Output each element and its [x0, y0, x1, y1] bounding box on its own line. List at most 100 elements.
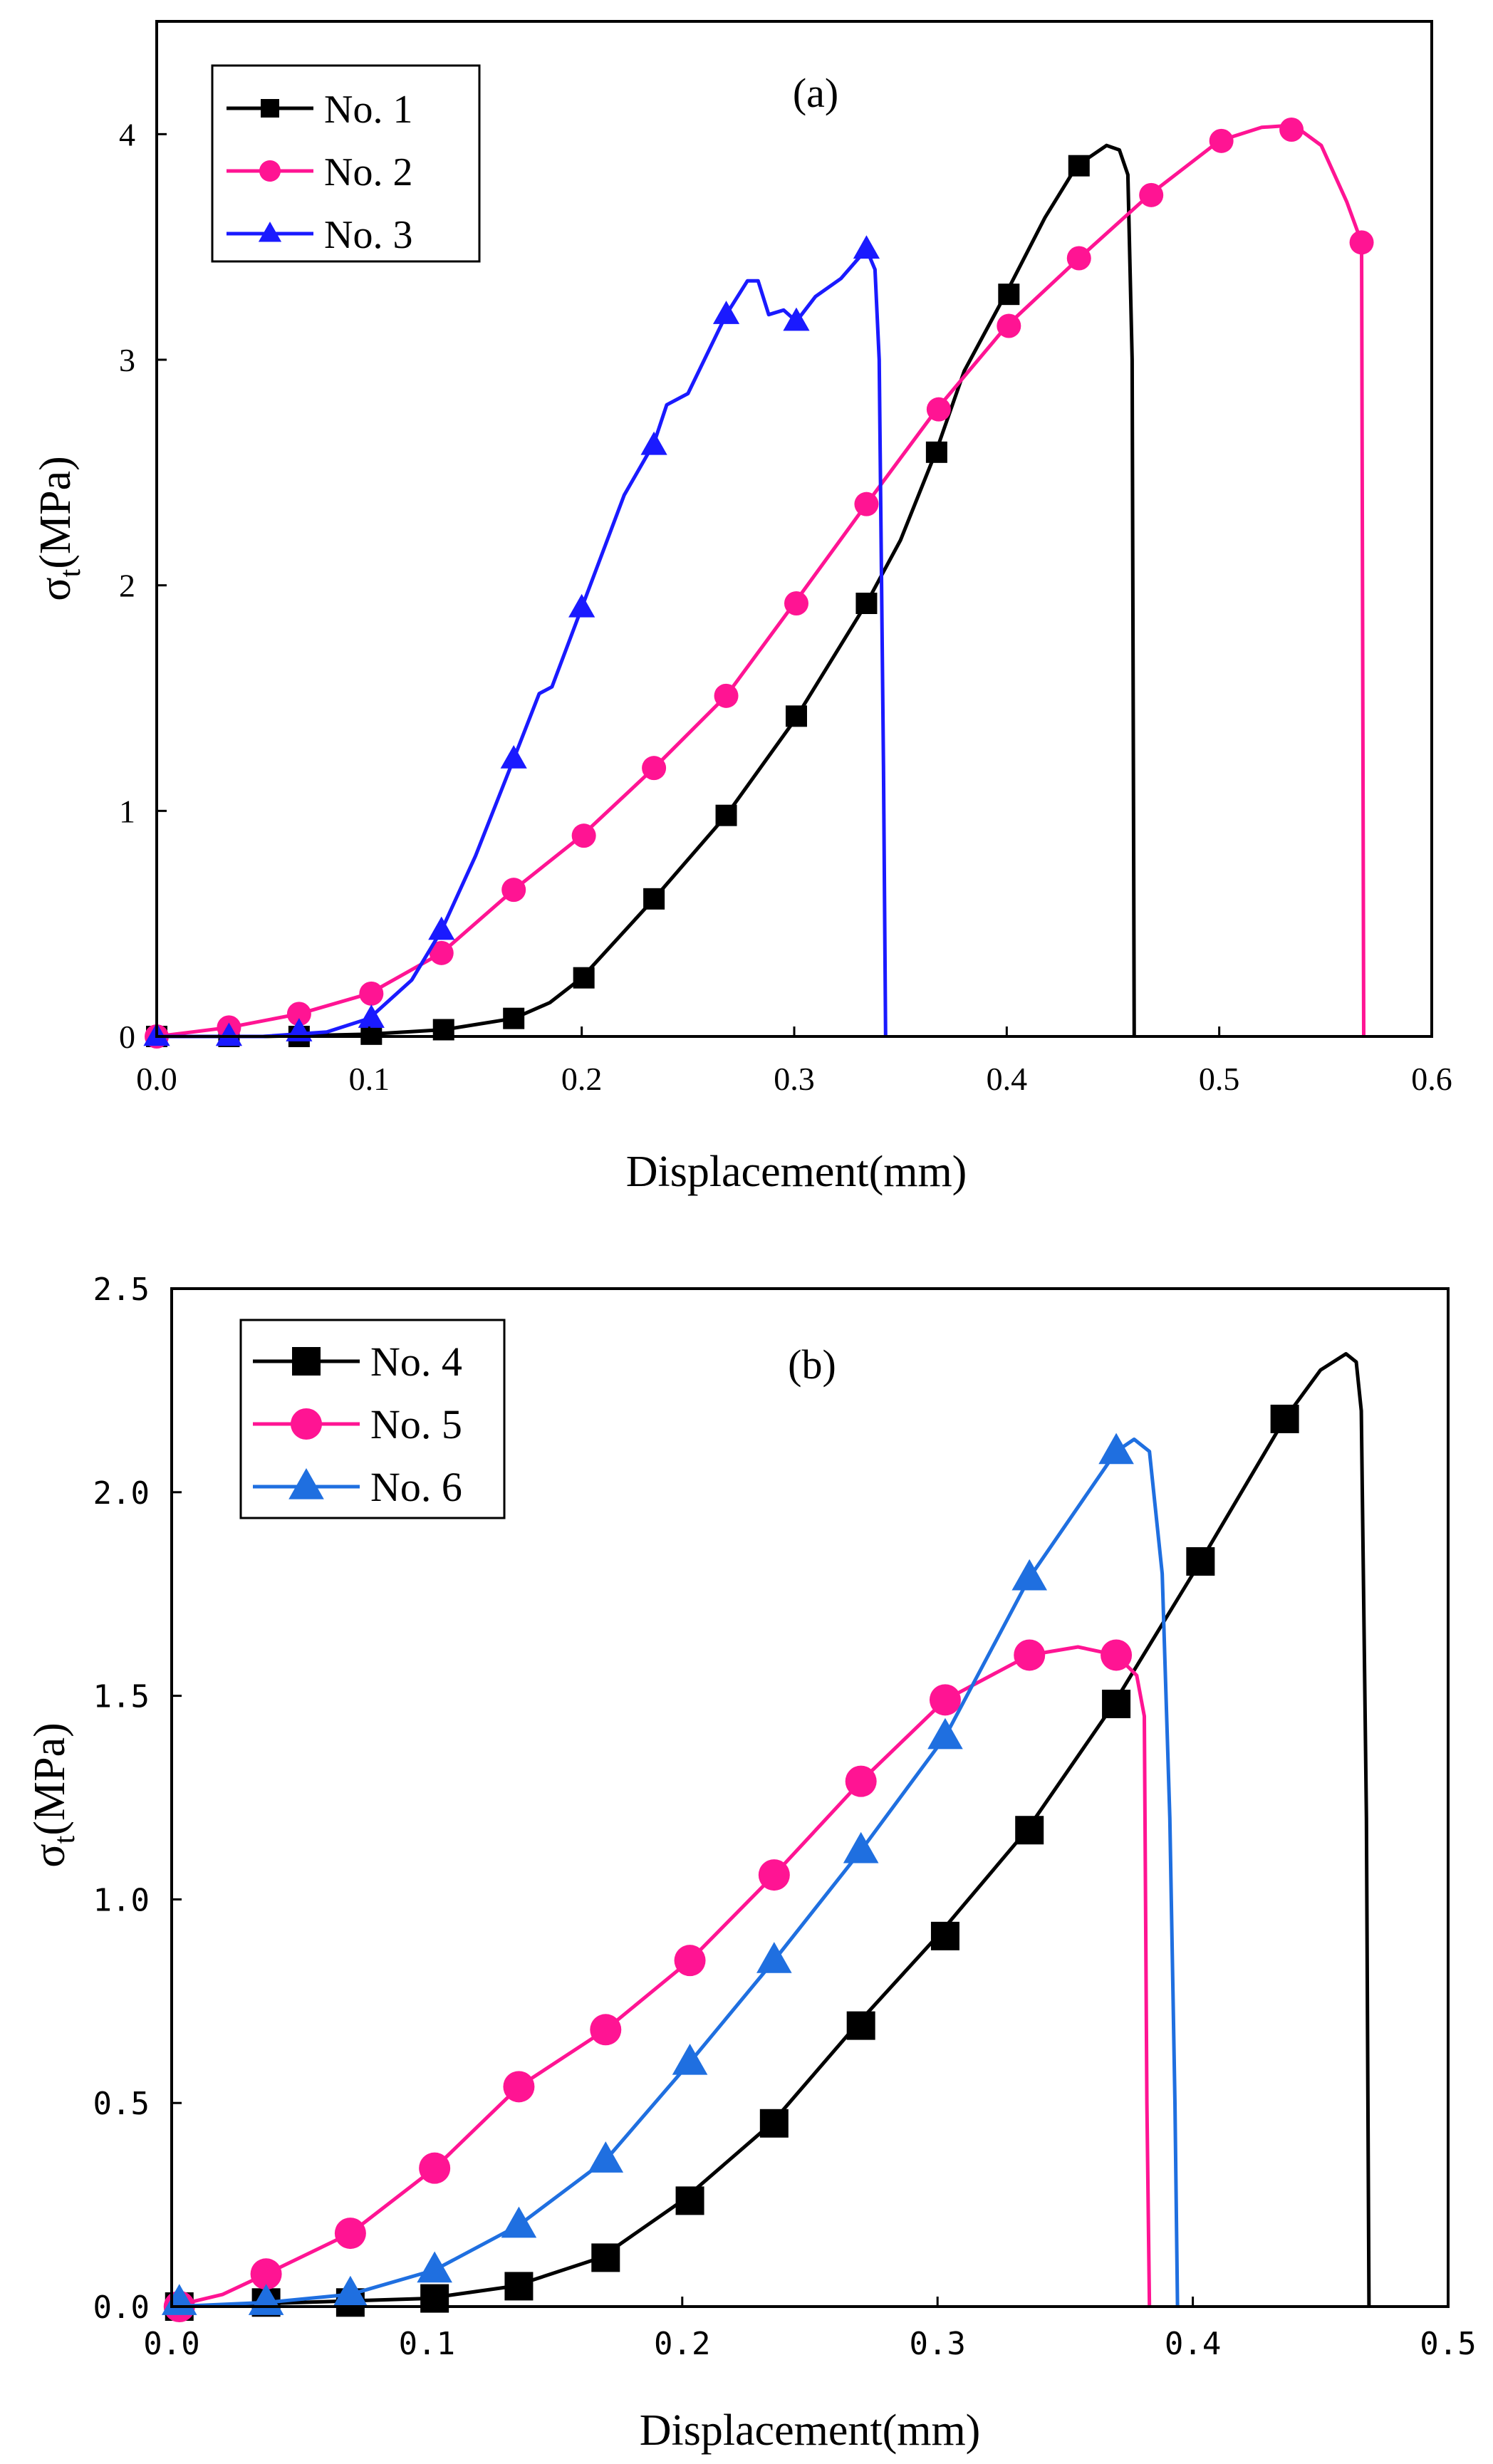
- series-no-5-point-10: [929, 1684, 961, 1716]
- series-no-2-point-7: [571, 823, 596, 848]
- panel-a-y-ticks: 0 1 2 3 4: [119, 116, 167, 1055]
- chart-panel-b: 0.0 0.1 0.2 0.3 0.4 0.5 0.0 0.5 1.0 1.5 2.0 2.5 (b…: [26, 1272, 1477, 2455]
- panel-b-y-axis-symbol: σ: [26, 1844, 74, 1867]
- series-no-2-point-11: [854, 492, 879, 516]
- series-no-2-point-13: [997, 313, 1021, 338]
- x-tick-label-3: 0.3: [909, 2326, 965, 2362]
- series-no-6-point-5: [501, 2206, 537, 2238]
- x-tick-label-0: 0.0: [143, 2326, 199, 2362]
- legend-marker-no-5: [291, 1408, 322, 1440]
- series-no-6-point-12: [1098, 1433, 1134, 1465]
- series-no-4-point-14: [1270, 1404, 1299, 1433]
- series-no-4-point-5: [504, 2272, 534, 2301]
- panel-b-y-axis-subscript: t: [48, 1835, 81, 1844]
- series-no-6-point-8: [756, 1942, 792, 1973]
- x-tick-label-4: 0.4: [987, 1061, 1028, 1097]
- series-no-3-point-11: [853, 235, 880, 259]
- series-no-3-point-10: [783, 307, 810, 331]
- series-no-5-point-8: [758, 1859, 790, 1891]
- panel-b-series: [161, 1352, 1371, 2322]
- panel-b-title: (b): [788, 1341, 836, 1388]
- y-tick-label-2: 2: [119, 568, 135, 604]
- panel-a-y-axis-symbol: σ: [31, 577, 80, 601]
- series-no-1-point-6: [503, 1007, 525, 1029]
- series-no-1-point-13: [998, 284, 1020, 306]
- series-no-1-point-9: [715, 804, 737, 826]
- y-tick-label-5: 2.5: [93, 1272, 150, 1308]
- panel-b-x-axis-label: Displacement(mm): [640, 2406, 981, 2455]
- panel-a-y-axis-subscript: t: [54, 568, 87, 577]
- series-no-2-point-15: [1139, 182, 1164, 207]
- series-no-5-point-11: [1014, 1639, 1046, 1671]
- series-no-3-point-6: [500, 744, 527, 769]
- y-tick-label-3: 3: [119, 342, 135, 378]
- series-no-6-point-10: [927, 1717, 963, 1750]
- series-no-6-point-7: [672, 2044, 708, 2075]
- series-no-1-point-11: [855, 593, 878, 614]
- series-no-2-point-6: [501, 878, 526, 903]
- series-no-4-point-12: [1102, 1690, 1131, 1719]
- series-no-2-point-14: [1066, 246, 1091, 271]
- y-tick-label-0: 0.0: [93, 2289, 150, 2326]
- series-no-2-point-16: [1209, 128, 1234, 153]
- series-no-5: [163, 1639, 1152, 2322]
- legend-label-no-5: No. 5: [370, 1401, 462, 1447]
- series-no-1-point-12: [925, 441, 947, 463]
- x-tick-label-0: 0.0: [136, 1061, 177, 1097]
- series-no-4-point-7: [675, 2186, 704, 2215]
- panel-b-legend: No. 4 No. 5 No. 6: [239, 1319, 506, 1519]
- series-no-2-point-10: [784, 591, 808, 615]
- series-no-4-point-11: [1015, 1816, 1044, 1845]
- series-no-1-point-10: [785, 705, 807, 727]
- legend-label-no-2: No. 2: [324, 150, 412, 194]
- series-no-1-point-7: [573, 967, 595, 989]
- series-no-3-point-5: [428, 916, 455, 940]
- series-no-4-point-10: [930, 1921, 959, 1950]
- legend-entry-no-1: No. 1: [227, 88, 412, 132]
- series-no-4-point-9: [846, 2011, 875, 2040]
- x-tick-label-2: 0.2: [654, 2326, 710, 2362]
- legend-entry-no-3: No. 3: [227, 213, 412, 257]
- series-no-3-line: [157, 247, 888, 1039]
- x-tick-label-5: 0.5: [1199, 1061, 1240, 1097]
- panel-b-x-ticks: 0.0 0.1 0.2 0.3 0.4 0.5: [143, 2297, 1477, 2362]
- legend-label-no-3: No. 3: [324, 213, 412, 257]
- series-no-4-point-6: [591, 2243, 620, 2272]
- svg-text:σt(MPa): σt(MPa): [31, 456, 87, 601]
- chart-panel-a: 0.0 0.1 0.2 0.3 0.4 0.5 0.6 0 1 2 3 4 (a) Displace…: [31, 20, 1452, 1196]
- series-no-1-line: [157, 143, 1136, 1039]
- y-tick-label-1: 0.5: [93, 2086, 150, 2122]
- series-no-1-point-8: [643, 888, 665, 910]
- series-no-2-line: [156, 123, 1365, 1039]
- series-no-5-point-4: [419, 2152, 451, 2184]
- legend-marker-no-2: [259, 160, 281, 182]
- series-no-2-point-5: [429, 940, 454, 965]
- x-tick-label-5: 0.5: [1420, 2326, 1476, 2362]
- panel-b-y-axis-unit: (MPa): [26, 1722, 74, 1835]
- x-tick-label-1: 0.1: [399, 2326, 455, 2362]
- series-no-2-point-8: [642, 756, 667, 781]
- legend-marker-no-3: [258, 222, 282, 242]
- svg-text:σt(MPa): σt(MPa): [26, 1722, 81, 1868]
- series-no-3-point-4: [358, 1004, 385, 1028]
- panel-a-x-axis-label: Displacement(mm): [626, 1148, 967, 1196]
- series-no-2-point-3: [286, 1002, 311, 1026]
- panel-a-y-axis-label: σt(MPa): [31, 456, 87, 601]
- legend-marker-no-6: [288, 1467, 324, 1499]
- legend-label-no-1: No. 1: [324, 88, 412, 132]
- series-no-5-point-2: [250, 2258, 282, 2290]
- legend-entry-no-4: No. 4: [253, 1338, 462, 1385]
- series-no-2-point-12: [926, 397, 951, 422]
- legend-entry-no-5: No. 5: [253, 1401, 462, 1447]
- series-no-4-point-8: [759, 2109, 789, 2138]
- series-no-3-point-2: [215, 1022, 243, 1046]
- panel-a-legend-box: [211, 64, 481, 263]
- y-tick-label-4: 4: [119, 116, 135, 152]
- legend-label-no-6: No. 6: [370, 1464, 462, 1510]
- series-no-2-point-9: [714, 683, 739, 708]
- series-no-4-point-13: [1186, 1547, 1215, 1576]
- panel-a-title: (a): [793, 70, 838, 116]
- series-no-6-point-6: [588, 2141, 624, 2173]
- y-tick-label-1: 1: [119, 793, 135, 829]
